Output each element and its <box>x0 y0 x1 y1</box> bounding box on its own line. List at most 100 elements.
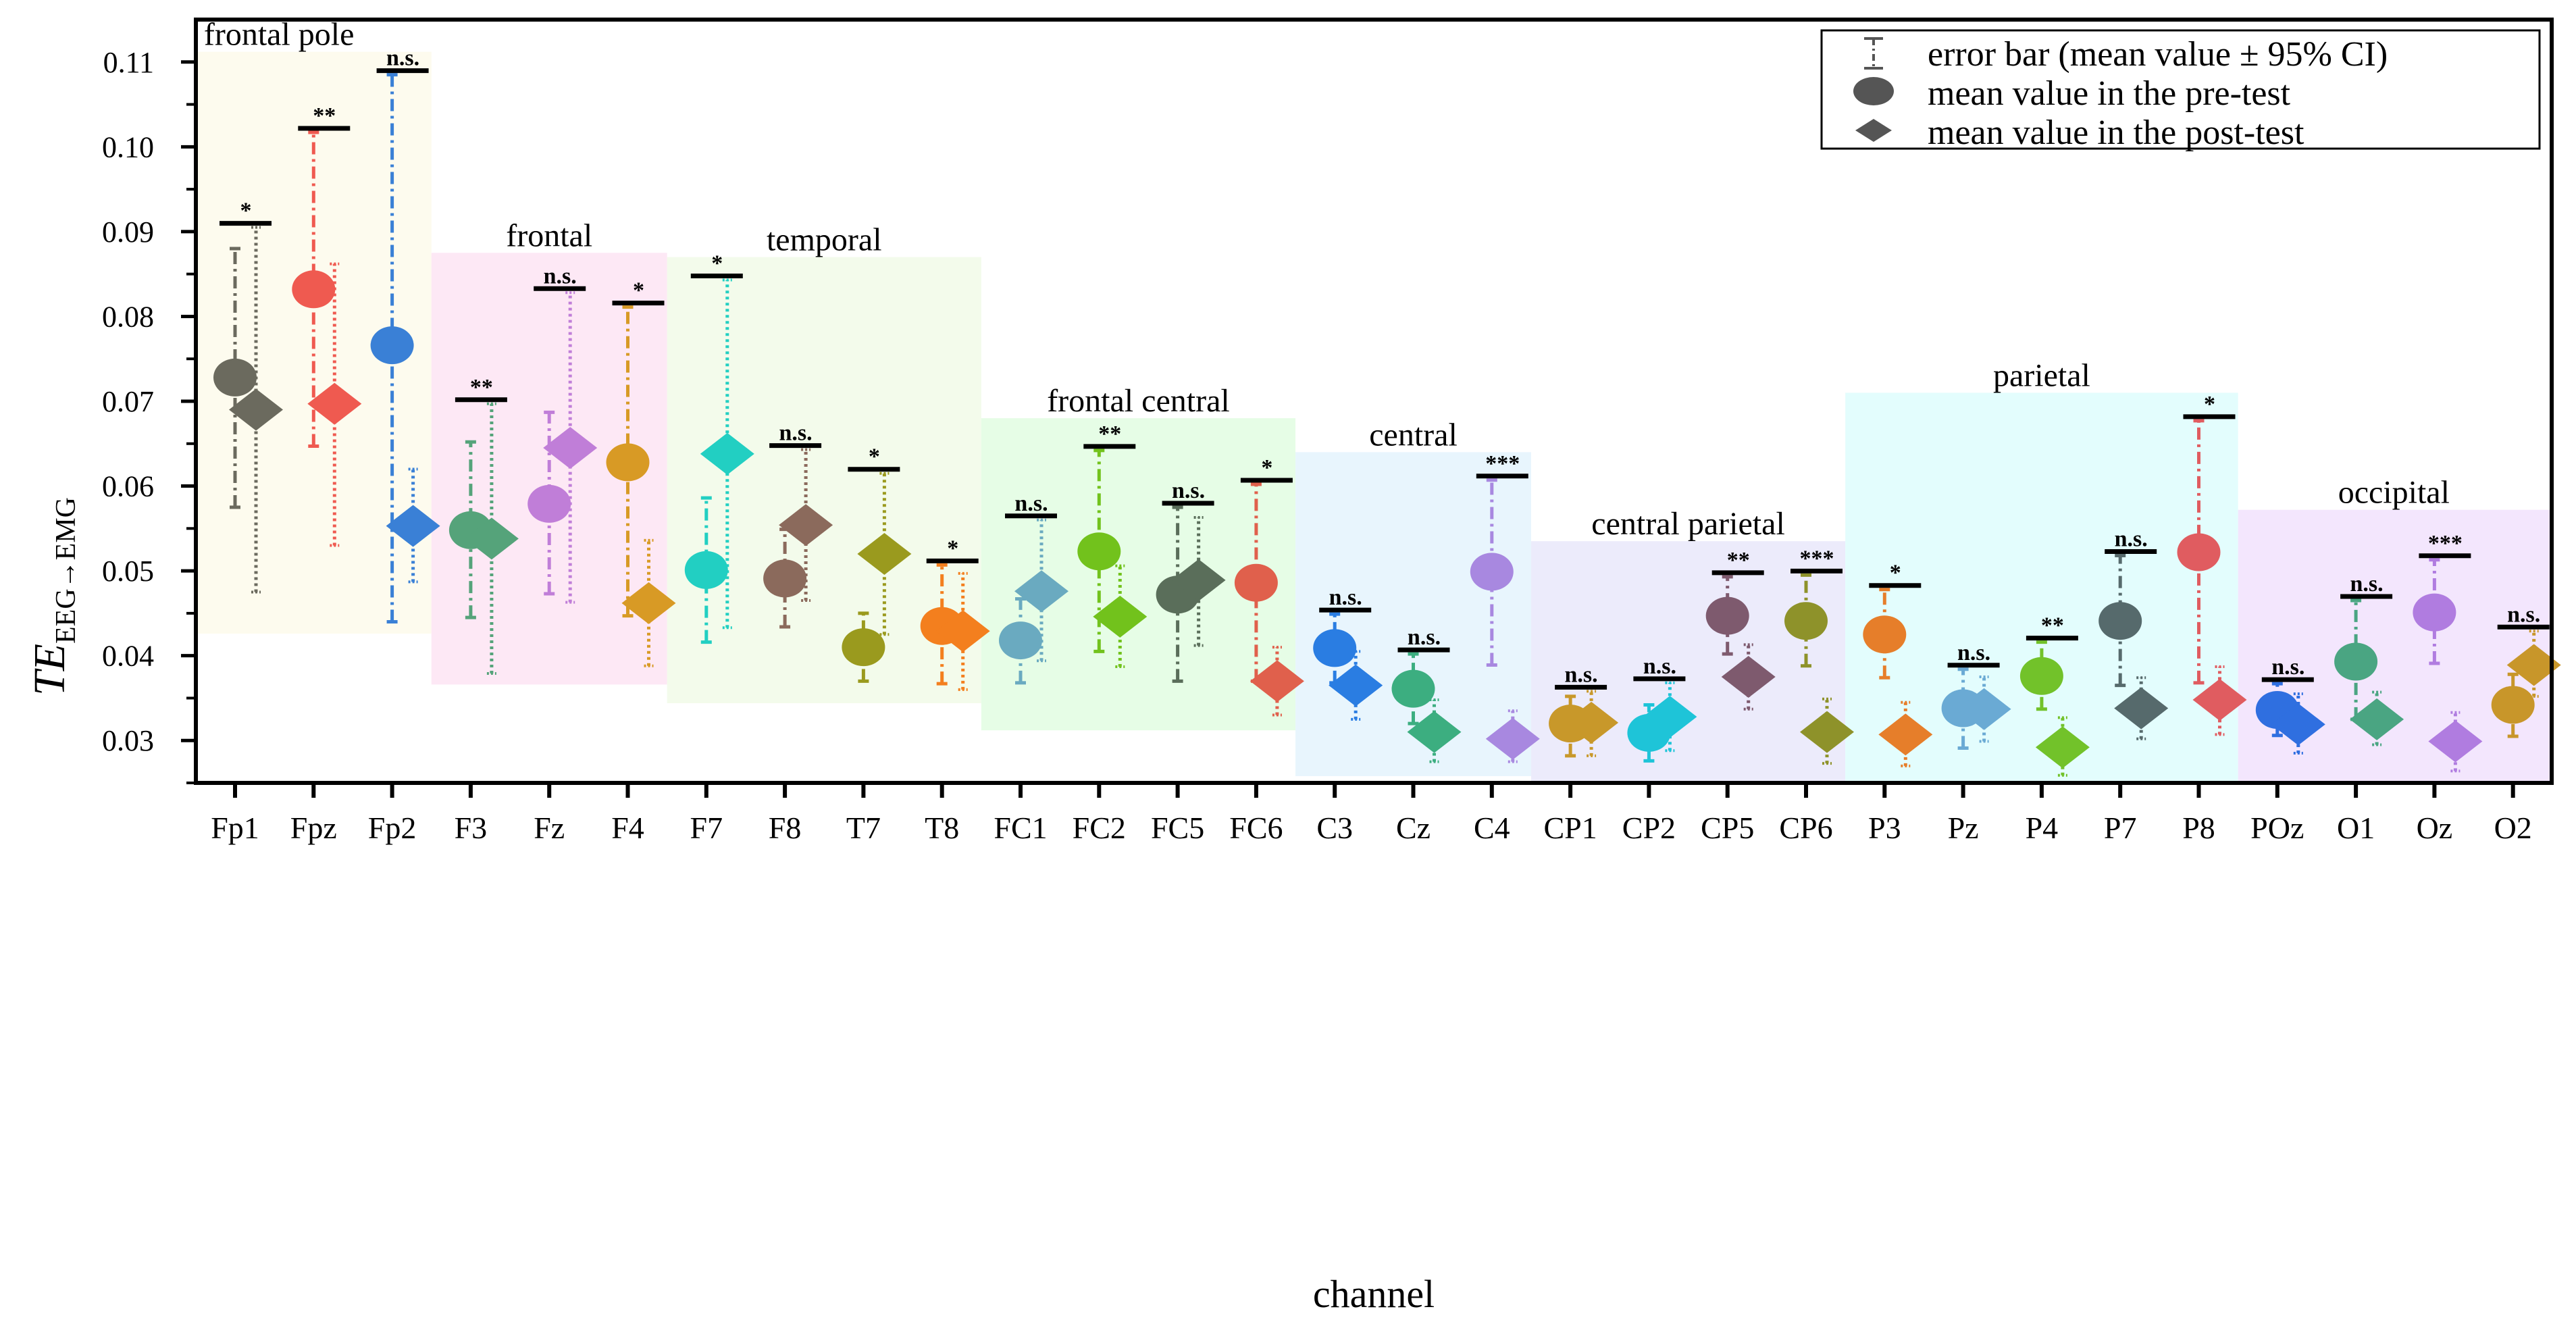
region-label: central <box>1369 417 1458 453</box>
x-tick-label: Cz <box>1396 811 1431 845</box>
significance-label: n.s. <box>544 263 577 288</box>
post-test-mean-marker <box>2506 644 2561 686</box>
y-tick-label: 0.07 <box>102 385 154 418</box>
y-tick-label: 0.11 <box>103 46 154 79</box>
x-tick-label: T8 <box>925 811 959 845</box>
x-tick-label: P8 <box>2182 811 2215 845</box>
significance-label: n.s. <box>1957 640 1990 665</box>
significance-label: *** <box>2428 531 2463 556</box>
region-label: frontal central <box>1047 383 1230 419</box>
x-tick-label: F7 <box>690 811 723 845</box>
x-tick-label: CP2 <box>1622 811 1676 845</box>
significance-label: * <box>711 251 723 276</box>
x-tick-label: O1 <box>2337 811 2375 845</box>
pre-test-mean-marker <box>370 326 414 365</box>
x-tick-label: T7 <box>846 811 881 845</box>
significance-label: n.s. <box>1565 662 1598 687</box>
significance-label: n.s. <box>2115 527 2148 552</box>
y-axis-title: TEEEG→EMG <box>25 497 82 696</box>
significance-label: n.s. <box>1329 585 1362 610</box>
y-axis-title-main: TE <box>25 644 74 696</box>
x-tick-label: FC6 <box>1229 811 1283 845</box>
x-tick-label: O2 <box>2494 811 2532 845</box>
post-test-mean-marker <box>1643 696 1697 738</box>
post-test-mean-marker <box>307 382 362 425</box>
y-tick-label: 0.08 <box>102 300 154 333</box>
post-test-mean-marker <box>857 533 912 575</box>
significance-label: * <box>1261 455 1272 480</box>
significance-label: * <box>1890 561 1901 586</box>
pre-test-mean-marker <box>1705 596 1749 635</box>
significance-label: ** <box>1098 422 1121 447</box>
pre-test-mean-marker <box>2019 657 2063 695</box>
post-test-mean-marker <box>1329 664 1383 707</box>
significance-label: n.s. <box>2350 571 2384 596</box>
x-tick-label: CP6 <box>1779 811 1832 845</box>
post-test-mean-marker <box>2350 698 2404 740</box>
x-tick-label: POz <box>2250 811 2304 845</box>
significance-label: * <box>869 444 880 469</box>
pre-test-mean-marker <box>1313 629 1357 667</box>
significance-label: n.s. <box>1643 654 1676 679</box>
x-tick-label: Fpz <box>290 811 337 845</box>
y-tick-label: 0.03 <box>102 724 154 757</box>
legend-item-label: mean value in the post-test <box>1928 113 2304 152</box>
post-test-mean-marker <box>1014 570 1068 613</box>
region-background <box>1530 541 1846 783</box>
pre-test-mean-marker <box>2177 533 2221 571</box>
post-test-mean-marker <box>464 517 519 560</box>
x-tick-label: FC5 <box>1151 811 1204 845</box>
region-label: frontal pole <box>204 17 355 53</box>
post-test-mean-marker <box>229 388 283 431</box>
pre-test-mean-marker <box>527 484 571 523</box>
pre-test-mean-marker <box>684 551 728 589</box>
post-test-mean-marker <box>1093 595 1148 638</box>
x-tick-label: F8 <box>769 811 802 845</box>
pre-test-mean-marker <box>1077 532 1121 571</box>
post-test-mean-marker <box>543 427 598 469</box>
region-background <box>2238 509 2550 783</box>
x-tick-label: P7 <box>2104 811 2137 845</box>
x-tick-label: FC2 <box>1073 811 1126 845</box>
post-test-mean-marker <box>2035 726 2090 769</box>
legend-diamond-icon <box>1855 119 1892 142</box>
significance-label: n.s. <box>779 421 813 446</box>
region-label: occipital <box>2338 475 2450 511</box>
pre-test-mean-marker <box>999 621 1042 660</box>
post-test-mean-marker <box>2192 678 2247 721</box>
post-test-mean-marker <box>1485 717 1540 760</box>
pre-test-mean-marker <box>2491 686 2535 724</box>
x-axis-title: channel <box>1313 1272 1435 1316</box>
significance-label: ** <box>470 375 493 400</box>
region-label: central parietal <box>1591 506 1784 542</box>
post-test-mean-marker <box>1878 713 1933 756</box>
post-test-mean-marker <box>1721 656 1776 698</box>
significance-label: ** <box>2041 613 2064 638</box>
x-tick-label: P3 <box>1868 811 1901 845</box>
axes: Fp1 Fpz Fp2 F3 Fz F4 F7 F8 T7 T8 FC1 FC2 FC5 FC6 C3 Cz C… <box>102 18 2554 845</box>
post-test-mean-marker <box>386 505 440 547</box>
post-test-mean-marker <box>2114 687 2169 730</box>
x-tick-label: CP1 <box>1543 811 1597 845</box>
post-test-mean-marker <box>779 504 833 546</box>
post-test-mean-marker <box>1564 701 1619 744</box>
x-tick-label: P4 <box>2026 811 2059 845</box>
region-label: temporal <box>767 222 882 258</box>
y-tick-label: 0.04 <box>102 640 154 673</box>
x-tick-label: F3 <box>455 811 488 845</box>
significance-label: *** <box>1485 451 1520 476</box>
y-tick-label: 0.09 <box>102 215 154 249</box>
legend-circle-icon <box>1853 77 1894 105</box>
legend-box <box>1820 29 2541 150</box>
data-marks: ***n.s.**n.s.**n.s.**n.s.**n.s.*n.s.n.s.… <box>213 46 2561 777</box>
x-tick-label: C4 <box>1474 811 1510 845</box>
post-test-mean-marker <box>1250 660 1304 703</box>
pre-test-mean-marker <box>1863 615 1907 654</box>
post-test-mean-marker <box>2428 720 2483 763</box>
pre-test-mean-marker <box>1784 602 1828 640</box>
y-tick-label: 0.06 <box>102 470 154 503</box>
significance-label: * <box>2204 392 2215 417</box>
x-tick-label: F4 <box>611 811 644 845</box>
x-tick-label: Fp2 <box>368 811 417 845</box>
